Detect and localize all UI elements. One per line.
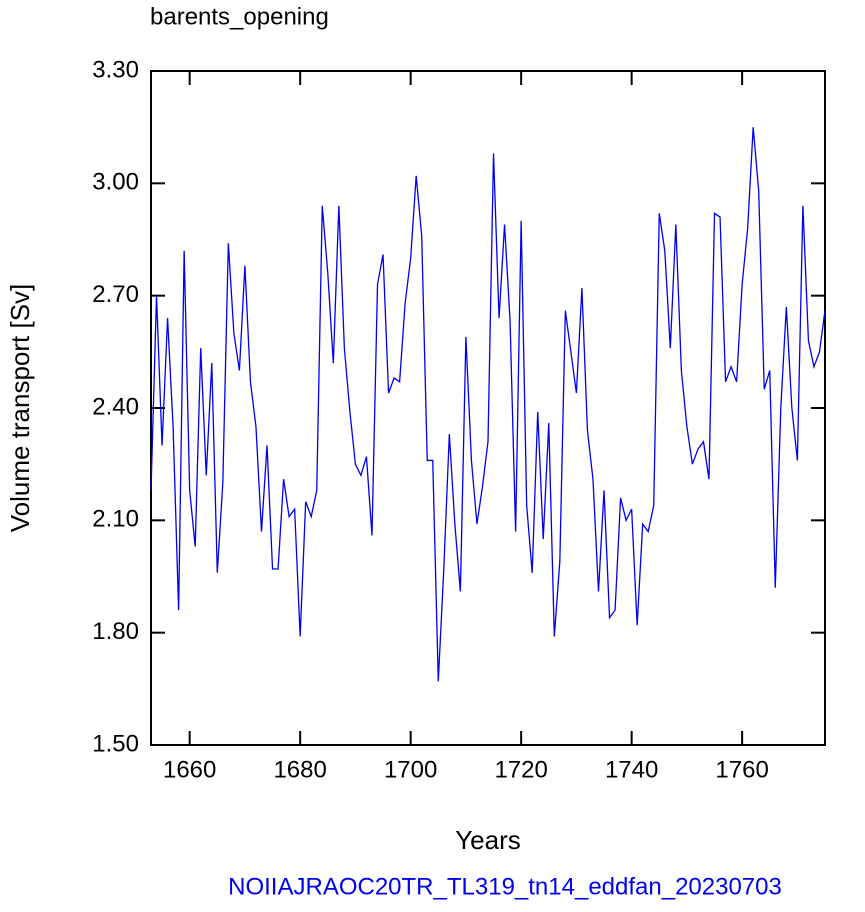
chart-title: barents_opening <box>150 3 329 30</box>
x-tick-label: 1660 <box>163 756 216 783</box>
y-tick-label: 2.10 <box>92 506 139 533</box>
x-tick-label: 1700 <box>384 756 437 783</box>
x-tick-label: 1680 <box>273 756 326 783</box>
y-tick-label: 2.40 <box>92 393 139 420</box>
x-tick-label: 1740 <box>605 756 658 783</box>
y-tick-label: 1.50 <box>92 730 139 757</box>
x-tick-label: 1720 <box>494 756 547 783</box>
y-axis-label: Volume transport [Sv] <box>5 284 35 533</box>
y-tick-label: 2.70 <box>92 281 139 308</box>
x-axis-label: Years <box>455 825 521 855</box>
data-line <box>150 127 826 682</box>
x-tick-label: 1760 <box>715 756 768 783</box>
y-tick-label: 1.80 <box>92 618 139 645</box>
y-tick-label: 3.00 <box>92 169 139 196</box>
y-tick-label: 3.30 <box>92 56 139 83</box>
footer-label: NOIIAJRAOC20TR_TL319_tn14_eddfan_2023070… <box>228 873 782 900</box>
